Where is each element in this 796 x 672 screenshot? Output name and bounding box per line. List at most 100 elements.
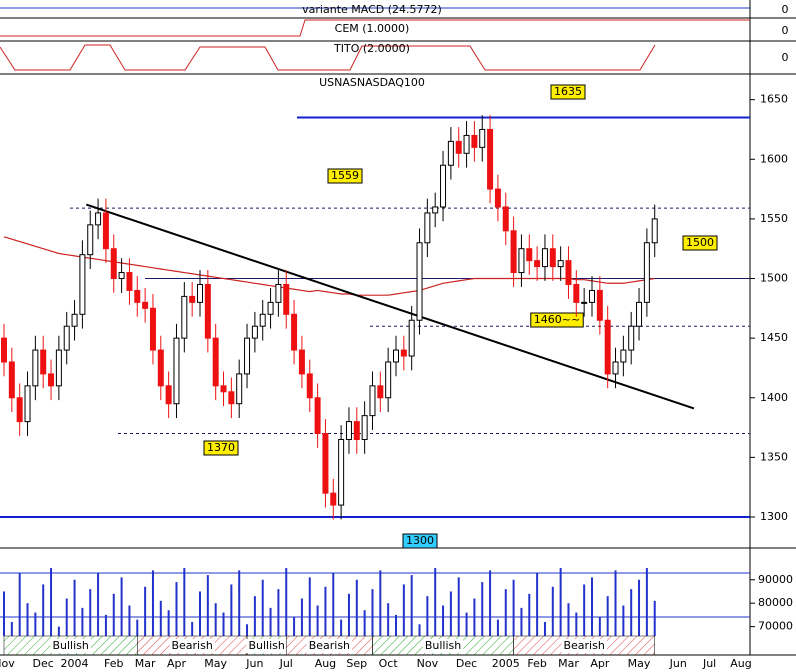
regime-label: Bearish <box>171 639 212 652</box>
candle-body <box>181 295 188 339</box>
x-tick-label: Feb <box>104 657 123 670</box>
candle-body <box>244 337 251 375</box>
candle-body <box>432 206 439 214</box>
x-tick-label: May <box>204 657 227 670</box>
candle-body <box>628 325 635 351</box>
candle-body <box>471 134 478 148</box>
volume-bar <box>418 624 421 636</box>
regime-label-bg <box>422 639 464 653</box>
volume-bar <box>583 584 586 636</box>
volume-bar <box>261 579 264 636</box>
candle-body <box>651 218 658 244</box>
candle-body <box>322 433 329 494</box>
volume-bar <box>285 568 288 636</box>
volume-tick-label: 70000 <box>758 620 793 633</box>
level-label-box <box>682 235 718 251</box>
regime-label-bg <box>169 639 215 653</box>
volume-bar <box>230 584 233 636</box>
candle-body <box>220 385 227 393</box>
volume-bar <box>10 621 13 636</box>
candle-body <box>361 415 368 440</box>
candle-body <box>502 206 509 232</box>
volume-bar <box>34 612 37 636</box>
panel-tick: 0 <box>782 51 789 64</box>
candle-body <box>40 349 47 375</box>
regime-label: Bullish <box>425 639 461 652</box>
volume-bar <box>65 598 68 636</box>
volume-bar <box>504 589 507 636</box>
candle-body <box>338 438 345 506</box>
candle-body <box>565 260 572 285</box>
x-tick-label: Nov <box>417 657 439 670</box>
candle-body <box>596 289 603 321</box>
volume-bar <box>269 607 272 636</box>
cem-line <box>0 19 750 37</box>
level-label-box <box>550 84 586 100</box>
volume-bar <box>50 568 53 636</box>
candle-body <box>643 242 650 303</box>
candle-body <box>134 289 141 303</box>
candle-body <box>102 212 109 250</box>
x-tick-label: Nov <box>0 657 15 670</box>
volume-bar <box>183 568 186 636</box>
volume-bar <box>473 598 476 636</box>
y-tick-label: 1350 <box>760 450 788 463</box>
volume-bar <box>159 600 162 636</box>
candle-body <box>416 242 423 321</box>
candle-body <box>314 397 321 435</box>
candle-body <box>400 349 407 357</box>
candle-body <box>306 373 313 399</box>
volume-bar <box>253 596 256 636</box>
volume-bar <box>614 570 617 636</box>
x-tick-label: Jun <box>245 657 263 670</box>
candle-body <box>330 492 337 506</box>
volume-bar <box>449 591 452 636</box>
volume-bar <box>89 589 92 636</box>
volume-bar <box>191 621 194 636</box>
candle-body <box>87 224 94 256</box>
level-label: 1635 <box>554 85 582 98</box>
regime-label-bg <box>246 639 287 653</box>
candle-body <box>573 283 580 303</box>
candle-body <box>55 349 62 387</box>
x-tick-label: Mar <box>558 657 579 670</box>
volume-bar <box>489 570 492 636</box>
volume-bar <box>379 570 382 636</box>
volume-bar <box>308 577 311 636</box>
candle-body <box>71 313 78 327</box>
candle-body <box>510 230 517 274</box>
y-tick-label: 1300 <box>760 510 788 523</box>
regime-label-bg <box>50 639 91 653</box>
regime-label-bg <box>561 639 607 653</box>
volume-bar <box>559 568 562 636</box>
volume-bar <box>206 575 209 636</box>
volume-bar <box>104 614 107 636</box>
panel-title: variante MACD (24.5772) <box>302 3 442 16</box>
regime-label: Bullish <box>248 639 284 652</box>
volume-bar <box>536 572 539 636</box>
x-tick-label: Dec <box>33 657 54 670</box>
candle-body <box>24 385 31 423</box>
candle-body <box>353 421 360 440</box>
volume-bar <box>238 570 241 636</box>
candle-body <box>455 140 462 154</box>
level-label-box <box>402 533 438 549</box>
level-label: 1500 <box>686 236 714 249</box>
regime-label: Bearish <box>563 639 604 652</box>
x-tick-label: 2005 <box>492 657 520 670</box>
candle-body <box>79 254 86 315</box>
candle-body <box>345 421 352 440</box>
x-tick-label: Apr <box>167 657 187 670</box>
x-tick-label: Aug <box>730 657 751 670</box>
candle-body <box>1 337 7 363</box>
volume-bar <box>97 572 100 636</box>
volume-bar <box>222 612 225 636</box>
candle-body <box>173 337 180 405</box>
y-tick-label: 1500 <box>760 272 788 285</box>
volume-bar <box>653 600 656 636</box>
candle-body <box>463 134 470 154</box>
volume-bar <box>3 591 5 636</box>
candle-body <box>518 248 525 274</box>
